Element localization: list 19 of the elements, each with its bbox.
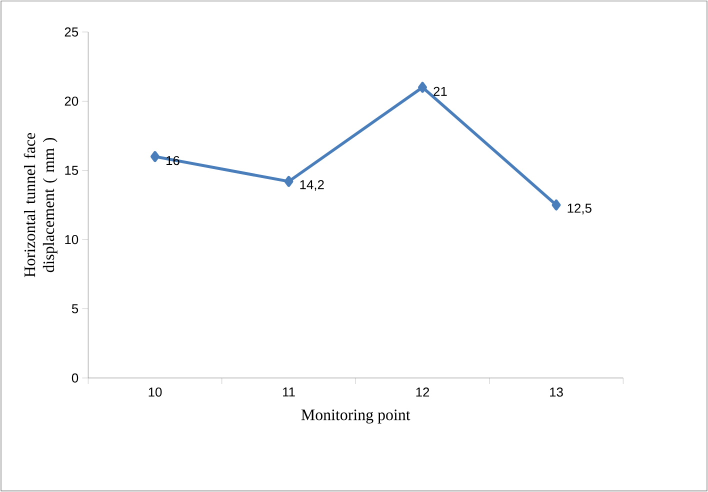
point bbox=[552, 199, 561, 210]
point bbox=[284, 176, 294, 187]
y-tick-label: 0 bbox=[72, 373, 78, 383]
x-tick-label: 12 bbox=[416, 388, 430, 397]
data-label: 21 bbox=[434, 86, 447, 96]
y-tick-label: 15 bbox=[65, 166, 78, 175]
x-tick-label: 10 bbox=[148, 388, 162, 397]
y-tick-label: 5 bbox=[72, 304, 78, 314]
y-tick-label: 10 bbox=[65, 235, 78, 244]
x-tick-label: 13 bbox=[550, 388, 563, 397]
y-tick-label: 20 bbox=[64, 96, 78, 106]
x-axis-title: Monitoring point bbox=[301, 410, 410, 424]
point bbox=[150, 151, 160, 162]
x-tick-label: 11 bbox=[283, 388, 295, 396]
point bbox=[418, 82, 428, 93]
y-axis-title: Horizontal tunnel face displacement ( mm ) bbox=[24, 132, 58, 278]
y-tick-label: 25 bbox=[64, 27, 78, 37]
data-label: 12,5 bbox=[568, 204, 592, 214]
data-label: 14,2 bbox=[300, 180, 324, 191]
